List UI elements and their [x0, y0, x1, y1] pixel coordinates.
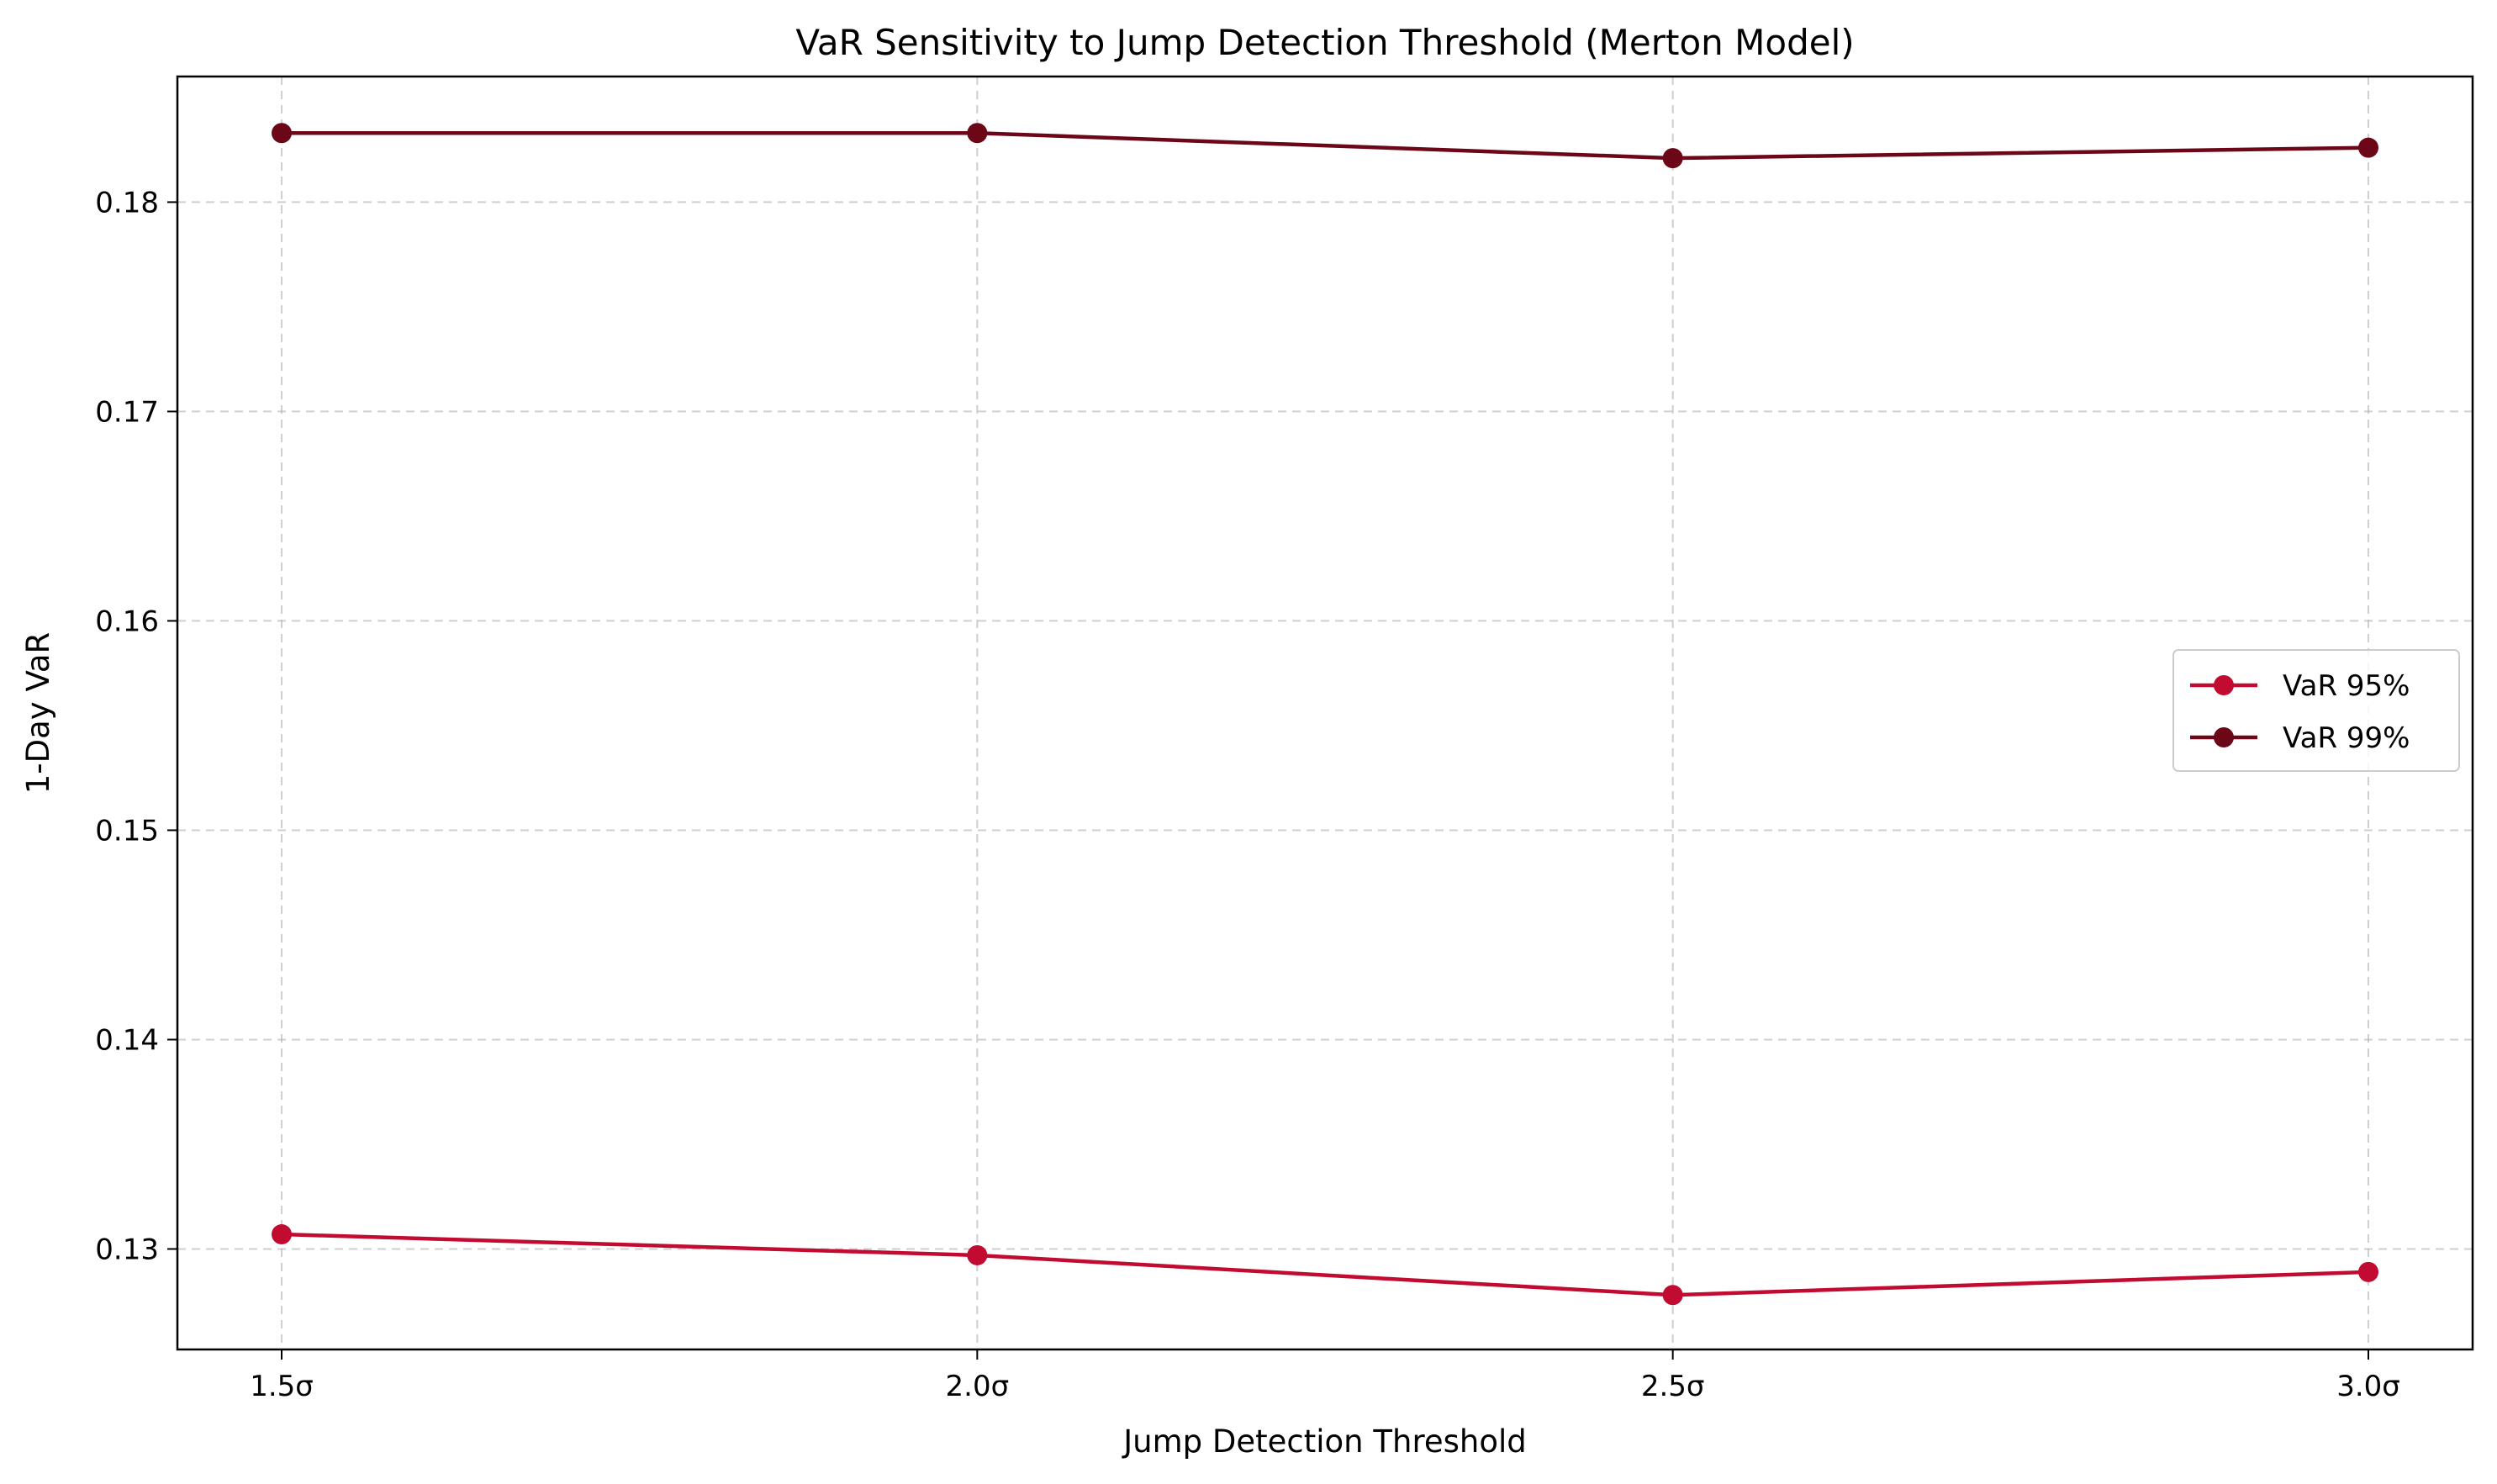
- data-point: [1662, 1285, 1683, 1306]
- legend: VaR 95% VaR 99%: [2172, 649, 2460, 772]
- grid-layer: [177, 77, 2473, 1349]
- y-tick-label: 0.14: [95, 1023, 159, 1057]
- x-tick-label: 1.5σ: [250, 1370, 314, 1403]
- chart-title: VaR Sensitivity to Jump Detection Thresh…: [795, 22, 1854, 63]
- x-tick-label: 2.5σ: [1641, 1370, 1705, 1403]
- legend-marker: [2214, 727, 2234, 747]
- data-point: [1662, 148, 1683, 169]
- y-axis-label: 1-Day VaR: [20, 632, 56, 795]
- data-point: [967, 1244, 988, 1265]
- series-line-0: [281, 1232, 2369, 1297]
- y-tick-label: 0.18: [95, 186, 159, 219]
- data-point: [967, 123, 988, 144]
- legend-label: VaR 99%: [2283, 721, 2410, 755]
- y-tick-label: 0.17: [95, 395, 159, 429]
- x-axis-label: Jump Detection Threshold: [1122, 1423, 1527, 1460]
- data-point: [2358, 1261, 2378, 1282]
- data-point: [272, 1224, 292, 1245]
- data-point: [2358, 137, 2378, 158]
- legend-marker: [2214, 675, 2234, 695]
- y-tick-label: 0.13: [95, 1233, 159, 1266]
- legend-box: [2172, 649, 2460, 772]
- series-line-1: [282, 130, 2369, 161]
- legend-label: VaR 95%: [2283, 669, 2410, 703]
- plot-area: [176, 75, 2474, 1351]
- x-tick-label: 2.0σ: [946, 1370, 1010, 1403]
- series-layer: [272, 123, 2378, 1306]
- y-tick-label: 0.16: [95, 605, 159, 638]
- y-tick-label: 0.15: [95, 814, 159, 848]
- ticks-layer: 1.5σ 2.0σ 2.5σ 3.0σ 0.13 0.14 0.15 0.16 0.17 0.18: [95, 186, 2400, 1403]
- data-point: [272, 123, 292, 144]
- x-tick-label: 3.0σ: [2336, 1370, 2400, 1403]
